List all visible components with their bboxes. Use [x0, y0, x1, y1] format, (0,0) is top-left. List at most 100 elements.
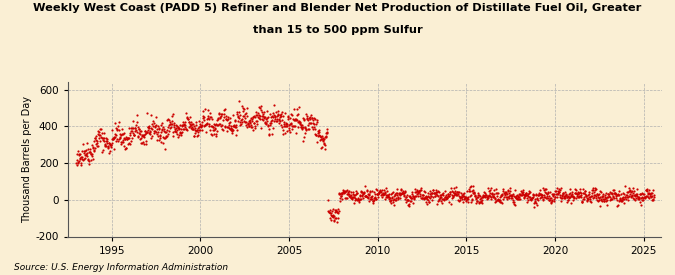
Point	[131, 120, 142, 124]
Point	[230, 125, 241, 129]
Point	[136, 141, 147, 145]
Point	[217, 112, 227, 116]
Point	[271, 110, 281, 114]
Point	[159, 135, 170, 140]
Point	[546, 192, 557, 196]
Point	[185, 125, 196, 130]
Point	[249, 126, 260, 130]
Point	[401, 198, 412, 202]
Point	[410, 194, 421, 198]
Point	[466, 200, 477, 204]
Point	[540, 191, 551, 196]
Point	[252, 112, 263, 117]
Point	[176, 131, 187, 135]
Point	[547, 194, 558, 198]
Point	[333, 209, 344, 213]
Point	[356, 193, 367, 198]
Point	[394, 192, 404, 197]
Point	[477, 194, 487, 199]
Point	[219, 107, 230, 111]
Point	[125, 141, 136, 146]
Point	[352, 197, 363, 202]
Point	[117, 127, 128, 131]
Point	[252, 119, 263, 123]
Text: Source: U.S. Energy Information Administration: Source: U.S. Energy Information Administ…	[14, 263, 227, 272]
Point	[461, 198, 472, 202]
Point	[136, 133, 147, 137]
Point	[83, 158, 94, 162]
Point	[510, 203, 520, 208]
Point	[280, 124, 291, 129]
Point	[624, 192, 635, 196]
Point	[454, 194, 464, 199]
Point	[352, 197, 363, 201]
Point	[481, 192, 491, 197]
Point	[632, 195, 643, 199]
Point	[494, 200, 505, 204]
Point	[324, 211, 335, 216]
Point	[177, 123, 188, 127]
Point	[437, 201, 448, 205]
Point	[341, 195, 352, 200]
Point	[378, 188, 389, 192]
Point	[261, 119, 272, 123]
Point	[595, 189, 606, 194]
Point	[295, 125, 306, 129]
Point	[385, 201, 396, 206]
Point	[267, 117, 277, 122]
Point	[101, 144, 111, 148]
Point	[533, 192, 543, 197]
Point	[180, 120, 191, 124]
Point	[524, 190, 535, 194]
Point	[513, 197, 524, 202]
Point	[590, 186, 601, 190]
Point	[298, 117, 309, 121]
Point	[305, 117, 316, 121]
Point	[645, 191, 656, 195]
Point	[124, 133, 135, 137]
Text: than 15 to 500 ppm Sulfur: than 15 to 500 ppm Sulfur	[252, 25, 423, 35]
Point	[528, 193, 539, 197]
Point	[246, 123, 256, 127]
Point	[340, 189, 351, 194]
Point	[236, 119, 247, 124]
Point	[208, 125, 219, 129]
Point	[570, 187, 580, 191]
Point	[613, 192, 624, 196]
Point	[605, 197, 616, 201]
Point	[446, 188, 457, 193]
Point	[261, 122, 272, 127]
Point	[315, 136, 326, 141]
Point	[624, 193, 634, 198]
Point	[534, 191, 545, 195]
Point	[326, 218, 337, 222]
Point	[200, 130, 211, 134]
Point	[648, 197, 659, 201]
Point	[530, 199, 541, 204]
Point	[88, 149, 99, 153]
Point	[311, 117, 322, 122]
Point	[159, 135, 169, 140]
Point	[106, 144, 117, 149]
Point	[420, 196, 431, 200]
Point	[105, 143, 116, 148]
Point	[149, 124, 160, 128]
Point	[182, 114, 192, 119]
Point	[448, 192, 459, 197]
Point	[146, 121, 157, 126]
Point	[170, 129, 181, 133]
Point	[578, 197, 589, 201]
Point	[256, 109, 267, 114]
Point	[545, 196, 556, 200]
Point	[465, 189, 476, 193]
Point	[176, 127, 186, 131]
Point	[579, 191, 590, 195]
Point	[498, 187, 509, 192]
Point	[537, 186, 548, 191]
Point	[154, 133, 165, 138]
Point	[630, 196, 641, 200]
Point	[593, 194, 603, 199]
Point	[98, 139, 109, 143]
Point	[373, 192, 383, 196]
Point	[178, 126, 189, 131]
